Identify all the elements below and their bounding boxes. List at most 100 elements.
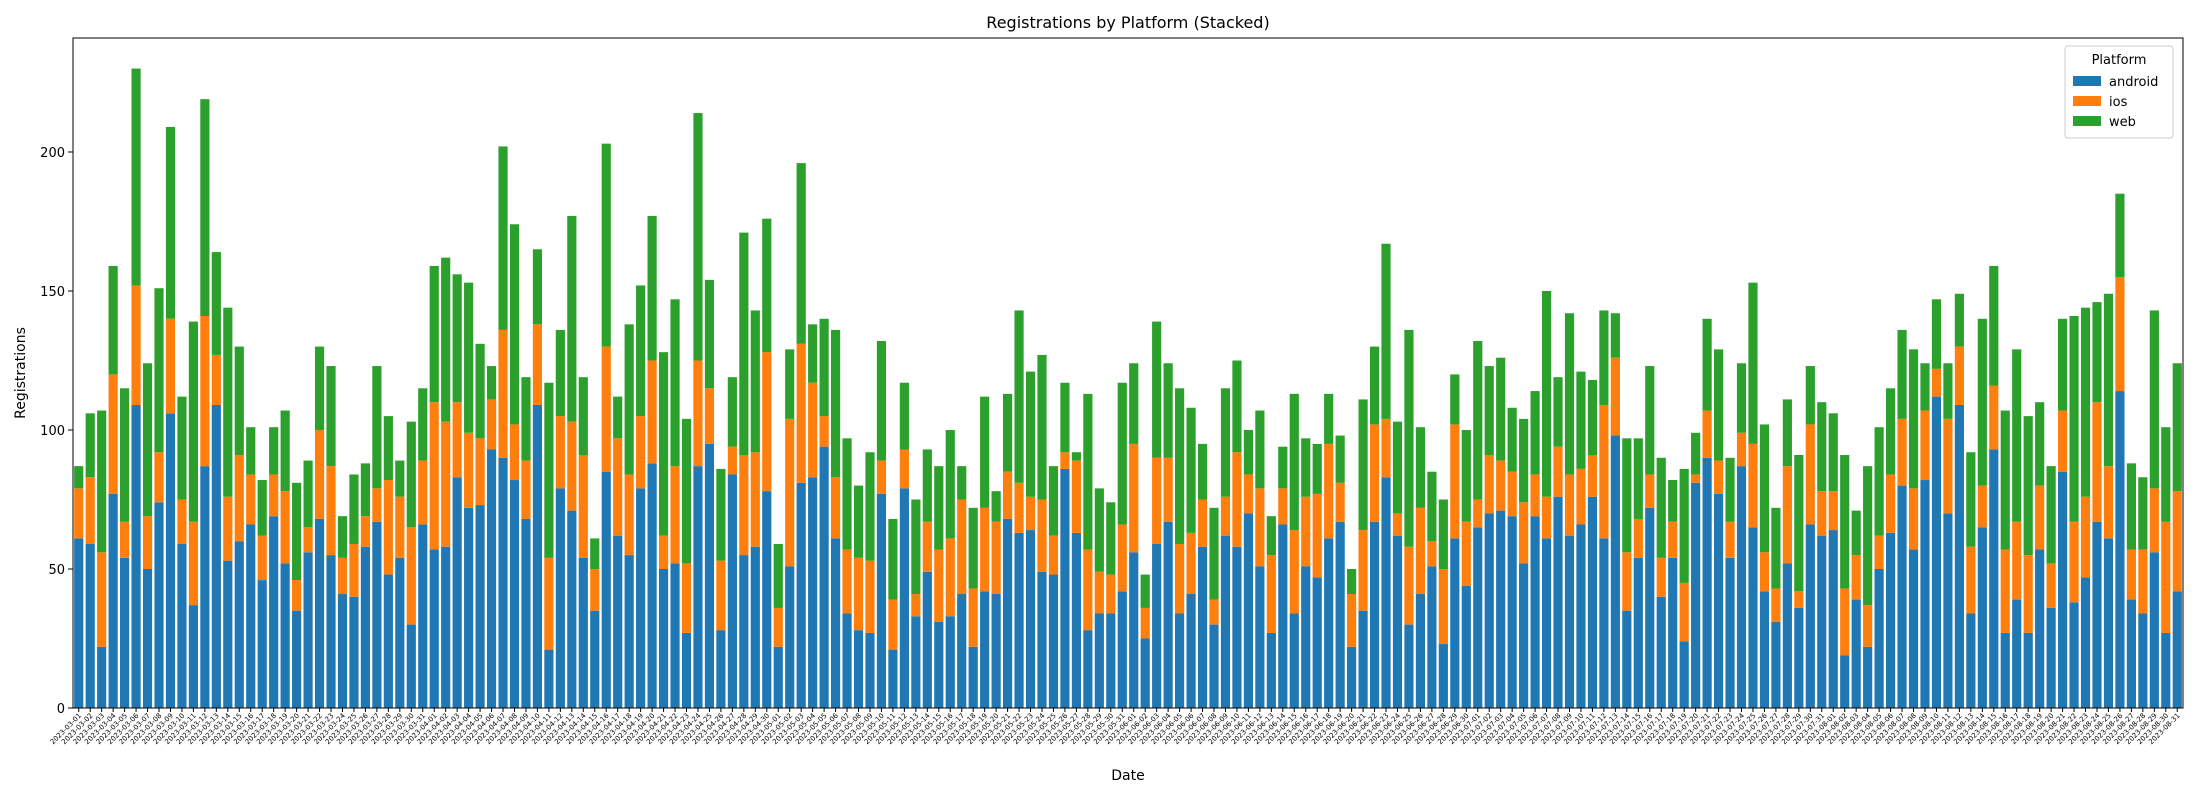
bar-segment [1266, 555, 1276, 633]
bar-segment [590, 538, 600, 569]
bar-segment [1450, 374, 1460, 425]
bar-segment [785, 566, 795, 708]
bar-segment [830, 538, 841, 708]
y-tick-label: 50 [48, 563, 65, 578]
bar-segment [108, 374, 118, 494]
bar-segment [1324, 393, 1334, 444]
bar-segment [1977, 318, 1987, 486]
bar-segment [1736, 432, 1747, 467]
bar-segment [154, 452, 164, 503]
bar-segment [1622, 552, 1632, 611]
bar-segment [544, 557, 554, 650]
bar-segment [475, 505, 485, 708]
bar-segment [1335, 521, 1345, 708]
bar-segment [2092, 302, 2102, 403]
bar-segment [762, 218, 772, 353]
bar-segment [1622, 438, 1632, 553]
bar-segment [762, 491, 772, 708]
bar-segment [647, 215, 657, 361]
bar-segment [1129, 363, 1139, 444]
bar-segment [406, 527, 416, 625]
bar-segment [1324, 538, 1334, 708]
bar-segment [1668, 480, 1678, 522]
bar-segment [142, 363, 153, 517]
bar-segment [1094, 613, 1104, 708]
bar-segment [1851, 599, 1861, 708]
bar-segment [578, 455, 588, 558]
bar-segment [624, 474, 634, 556]
bar-segment [1920, 410, 1930, 481]
bar-segment [1645, 507, 1655, 708]
bar-segment [842, 613, 852, 708]
bar-segment [1897, 418, 1907, 486]
bar-segment [2035, 549, 2045, 708]
bar-segment [1966, 613, 1976, 708]
bar-segment [1874, 427, 1884, 536]
bar-segment [957, 466, 967, 500]
bar-segment [830, 329, 841, 478]
bar-segment [131, 68, 141, 286]
bar-segment [452, 274, 462, 403]
bar-segment [1794, 607, 1804, 708]
bar-segment [464, 432, 474, 508]
bar-segment [85, 477, 95, 544]
bar-segment [636, 488, 646, 708]
bar-segment [1071, 460, 1081, 533]
bar-segment [372, 366, 382, 489]
bar-segment [911, 594, 921, 617]
bar-segment [142, 516, 153, 569]
bar-segment [200, 99, 210, 317]
bar-segment [74, 466, 84, 489]
bar-segment [1232, 452, 1242, 547]
y-tick-label: 100 [40, 424, 65, 439]
bar-segment [968, 507, 978, 589]
bar-segment [1129, 443, 1139, 553]
bar-segment [1083, 393, 1093, 550]
bar-segment [441, 421, 451, 547]
bar-segment [750, 452, 760, 547]
bar-segment [1817, 491, 1827, 536]
bar-segment [693, 360, 703, 467]
bar-segment [1874, 568, 1884, 708]
bar-segment [1347, 594, 1357, 647]
bar-segment [74, 488, 84, 539]
bar-segment [808, 324, 818, 383]
bar-segment [1301, 496, 1311, 567]
bar-segment [1163, 457, 1173, 522]
bar-segment [1656, 457, 1666, 558]
bar-segment [658, 352, 669, 536]
bar-segment [1266, 632, 1276, 708]
bar-segment [1633, 557, 1643, 708]
bar-segment [796, 482, 806, 708]
bar-segment [1427, 566, 1437, 708]
chart-title: Registrations by Platform (Stacked) [986, 13, 1269, 32]
bar-segment [945, 616, 955, 708]
y-tick-label: 200 [40, 146, 65, 161]
bar-segment [773, 607, 783, 647]
bar-segment [2126, 463, 2136, 550]
bar-segment [1106, 574, 1116, 614]
bar-segment [2103, 466, 2114, 539]
bar-segment [899, 488, 909, 708]
bar-segment [2035, 402, 2045, 486]
bar-segment [1519, 502, 1529, 564]
bar-segment [360, 463, 371, 517]
bar-segment [727, 377, 737, 447]
bar-segment [1381, 418, 1391, 478]
plot-frame [72, 37, 2184, 709]
bar-segment [498, 457, 508, 708]
bar-segment [1530, 391, 1540, 475]
bar-segment [842, 549, 852, 614]
bar-segment [1289, 393, 1299, 531]
bar-segment [613, 535, 623, 708]
bar-segment [1278, 446, 1288, 489]
bar-segment [314, 429, 325, 519]
bar-segment [2000, 410, 2010, 550]
bar-segment [2080, 307, 2091, 497]
bar-segment [441, 546, 451, 708]
bar-segment [1312, 493, 1322, 578]
bar-segment [1197, 546, 1208, 708]
bar-segment [681, 563, 692, 633]
bar-segment [1828, 491, 1838, 531]
bar-segment [1587, 496, 1598, 708]
